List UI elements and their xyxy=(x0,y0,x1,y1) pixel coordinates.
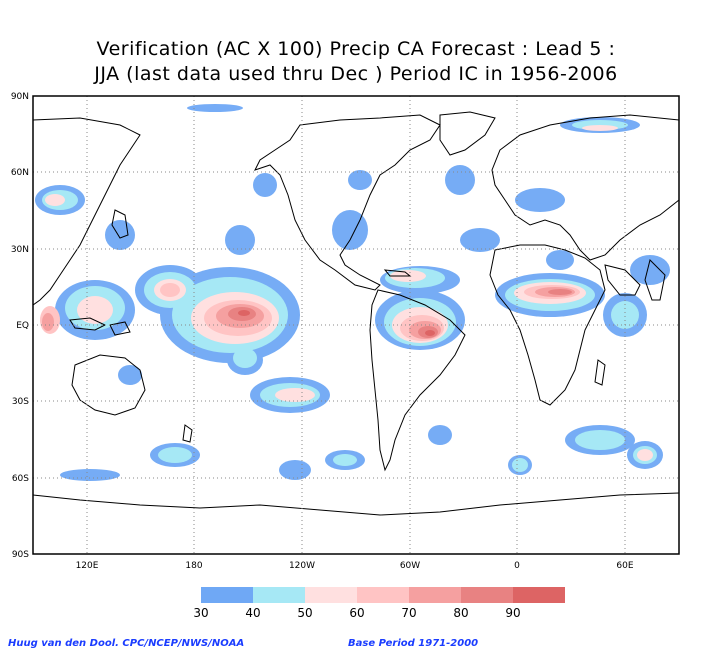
legend-tick-label: 70 xyxy=(401,606,416,620)
lon-label: 60E xyxy=(616,561,633,571)
legend-swatch xyxy=(357,587,409,603)
author-credit: Huug van den Dool. CPC/NCEP/NWS/NOAA xyxy=(8,638,245,649)
title-line-1: Verification (AC X 100) Precip CA Foreca… xyxy=(96,38,616,60)
legend-tick-label: 60 xyxy=(349,606,364,620)
lat-label: 60S xyxy=(12,474,29,484)
legend-tick-label: 90 xyxy=(505,606,520,620)
lat-label: EQ xyxy=(16,321,29,331)
lon-label: 120E xyxy=(76,561,99,571)
legend-tick-label: 50 xyxy=(297,606,312,620)
legend-tick-labels: 30 40 50 60 70 80 90 xyxy=(193,606,520,620)
lat-label: 30N xyxy=(11,245,29,255)
legend-swatch xyxy=(409,587,461,603)
lat-label: 60N xyxy=(11,168,29,178)
coastlines xyxy=(33,111,679,516)
lat-label: 90S xyxy=(12,550,29,560)
lat-label: 90N xyxy=(11,92,29,102)
lon-label: 120W xyxy=(289,561,315,571)
legend-swatch xyxy=(513,587,565,603)
gridlines xyxy=(33,96,679,554)
legend-color-bar xyxy=(201,587,565,603)
legend-tick-label: 40 xyxy=(245,606,260,620)
lon-label: 0 xyxy=(514,561,520,571)
lat-label: 30S xyxy=(12,397,29,407)
base-period-note: Base Period 1971-2000 xyxy=(348,638,479,649)
longitude-labels: 120E 180 120W 60W 0 60E xyxy=(76,561,634,571)
legend-swatch xyxy=(201,587,253,603)
legend-tick-label: 80 xyxy=(453,606,468,620)
lon-label: 60W xyxy=(400,561,420,571)
title-line-2: JJA (last data used thru Dec ) Period IC… xyxy=(94,63,618,85)
skill-shading xyxy=(35,104,670,481)
latitude-labels: 90N 60N 30N EQ 30S 60S 90S xyxy=(11,92,29,560)
legend-tick-label: 30 xyxy=(193,606,208,620)
legend-swatch xyxy=(461,587,513,603)
legend-swatch xyxy=(253,587,305,603)
legend-swatch xyxy=(305,587,357,603)
lon-label: 180 xyxy=(185,561,202,571)
map-frame xyxy=(32,95,680,555)
